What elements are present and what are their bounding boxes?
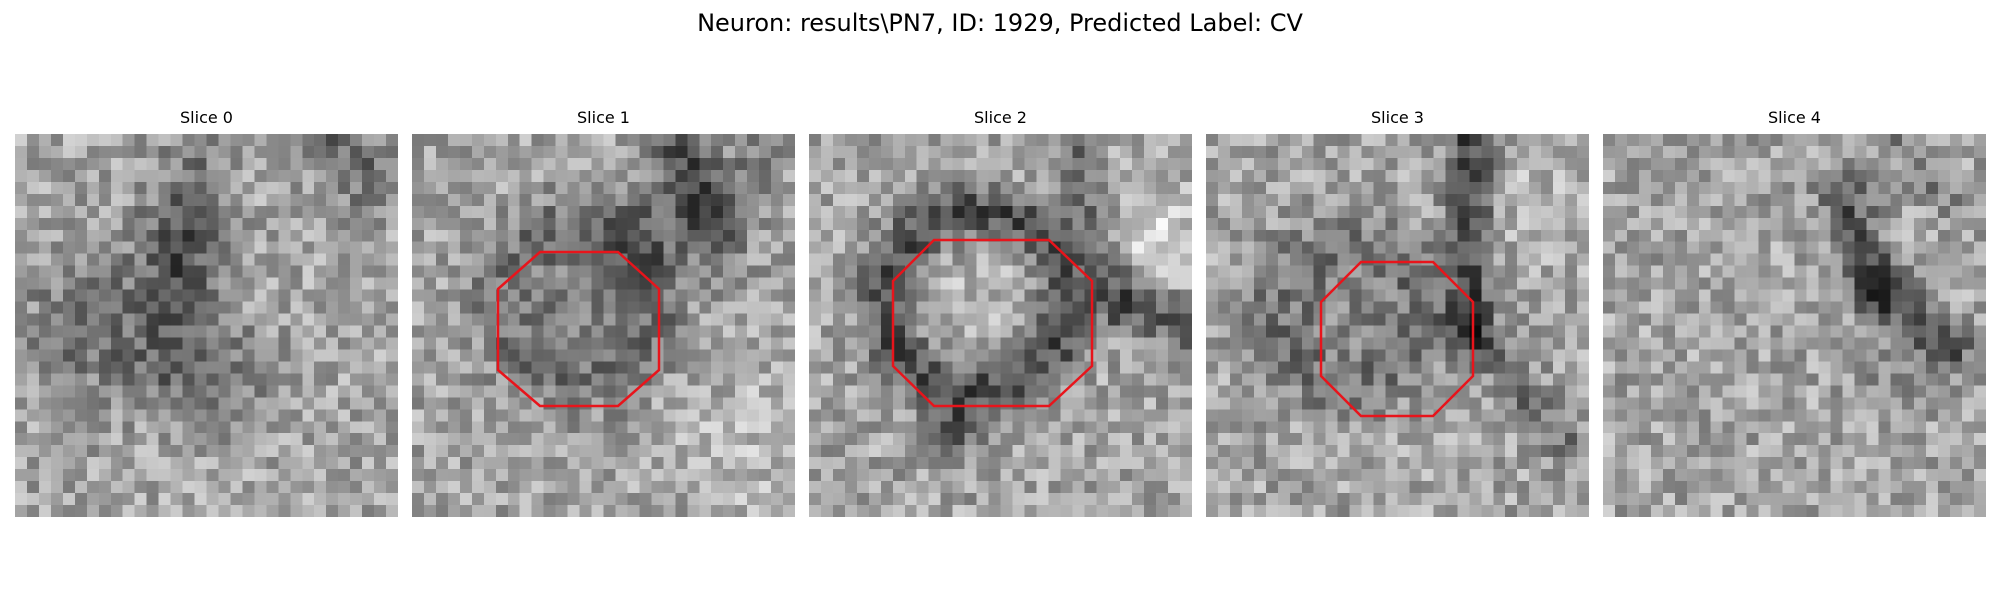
slice-title-0: Slice 0	[180, 108, 233, 127]
slice-panel-0: Slice 0	[15, 108, 398, 518]
slice-title-3: Slice 3	[1371, 108, 1424, 127]
slice-image-2	[809, 134, 1192, 517]
slice-panel-2: Slice 2	[809, 108, 1192, 518]
slice-image-1	[412, 134, 795, 517]
slice-panel-3: Slice 3	[1206, 108, 1589, 518]
slice-panel-4: Slice 4	[1603, 108, 1986, 518]
slice-title-1: Slice 1	[577, 108, 630, 127]
slice-panel-1: Slice 1	[412, 108, 795, 518]
figure-title: Neuron: results\PN7, ID: 1929, Predicted…	[697, 9, 1303, 37]
slice-title-2: Slice 2	[974, 108, 1027, 127]
slice-title-4: Slice 4	[1768, 108, 1821, 127]
slice-image-4	[1603, 134, 1986, 517]
slice-image-0	[15, 134, 398, 517]
slice-image-3	[1206, 134, 1589, 517]
